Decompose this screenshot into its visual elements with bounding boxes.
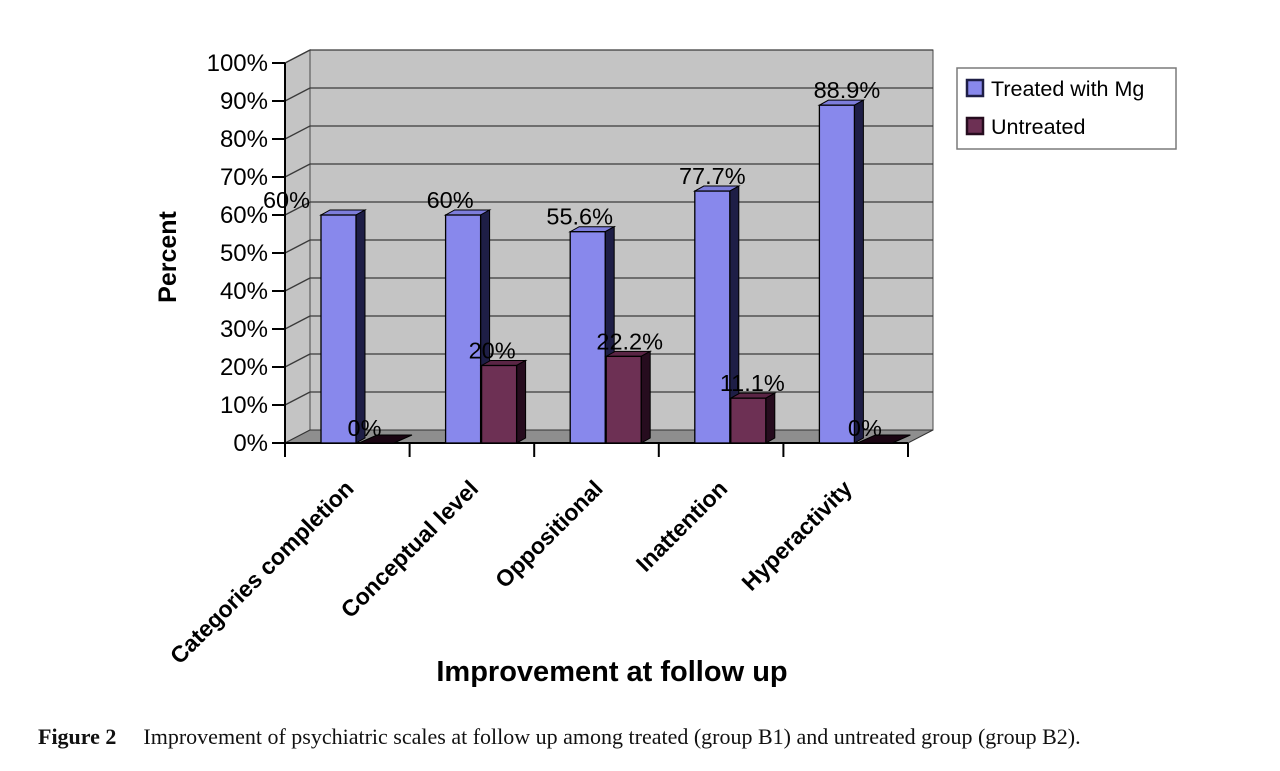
category-label: Inattention [631, 475, 733, 577]
bar-side [765, 392, 776, 444]
bar-side [516, 359, 527, 444]
y-tick-label: 0% [233, 430, 268, 457]
bar-front [444, 214, 482, 444]
gridline-sidewall [284, 315, 311, 330]
bar-front [480, 364, 518, 444]
category-label: Conceptual level [336, 475, 484, 623]
data-label: 88.9% [814, 77, 881, 103]
figure-caption-text: Improvement of psychiatric scales at fol… [143, 724, 1081, 749]
bar-front [818, 104, 856, 444]
bar-side [355, 209, 366, 444]
data-label: 0% [848, 415, 882, 441]
legend-swatch [965, 78, 985, 98]
gridline-sidewall [284, 125, 311, 140]
y-tick-label: 60% [220, 202, 268, 229]
data-label: 55.6% [546, 204, 613, 230]
legend-box [956, 67, 1177, 150]
figure-caption-label: Figure 2 [38, 724, 117, 749]
data-label: 60% [427, 187, 474, 213]
y-axis-title: Percent [154, 210, 182, 302]
legend-swatch [965, 116, 985, 136]
figure-2-chart: 0% 10% 20% 30% 40% 50% 60% 70% 80% 90% 100% 60% 0% 60… [154, 49, 1177, 688]
y-tick-label: 20% [220, 354, 268, 381]
y-tick-label: 50% [220, 240, 268, 267]
bar-front [320, 214, 357, 444]
y-tick-label: 80% [220, 126, 268, 153]
figure-caption: Figure 2 Improvement of psychiatric scale… [38, 724, 1264, 750]
category-label: Hyperactivity [736, 475, 857, 596]
y-tick-label: 90% [220, 88, 268, 115]
bar-front [605, 355, 642, 444]
y-tick-label: 100% [207, 50, 268, 77]
gridline-sidewall [284, 277, 311, 292]
data-label: 77.7% [679, 163, 746, 189]
gridline-sidewall [284, 353, 311, 368]
x-axis-title: Improvement at follow up [436, 656, 787, 688]
data-label: 60% [263, 187, 310, 213]
gridline-sidewall [284, 87, 311, 102]
category-label: Categories completion [165, 475, 359, 669]
gridline-sidewall [284, 239, 311, 254]
gridline-sidewall [284, 201, 311, 216]
y-tick-label: 70% [220, 164, 268, 191]
gridline-sidewall [284, 391, 311, 406]
data-label: 20% [469, 337, 516, 363]
gridline-sidewall [284, 163, 311, 178]
y-tick-label: 10% [220, 392, 268, 419]
bar-front [694, 190, 731, 444]
legend-label: Untreated [991, 115, 1085, 139]
data-label: 11.1% [720, 370, 785, 396]
gridline-sidewall [284, 49, 311, 64]
bar-side [640, 350, 651, 444]
category-label: Oppositional [490, 475, 608, 593]
y-tick-label: 30% [220, 316, 268, 343]
y-tick-label: 40% [220, 278, 268, 305]
bar-side [853, 99, 864, 444]
bar-front [569, 231, 606, 444]
legend-label: Treated with Mg [991, 77, 1144, 101]
data-label: 22.2% [596, 328, 663, 354]
bar-chart-3d: 0%10%20%30%40%50%60%70%80%90%100%60%0%60… [154, 49, 1177, 688]
bar-zero-marker [857, 434, 911, 444]
bar-front [730, 397, 767, 444]
data-label: 0% [348, 415, 382, 441]
bar-zero-marker [358, 434, 413, 444]
